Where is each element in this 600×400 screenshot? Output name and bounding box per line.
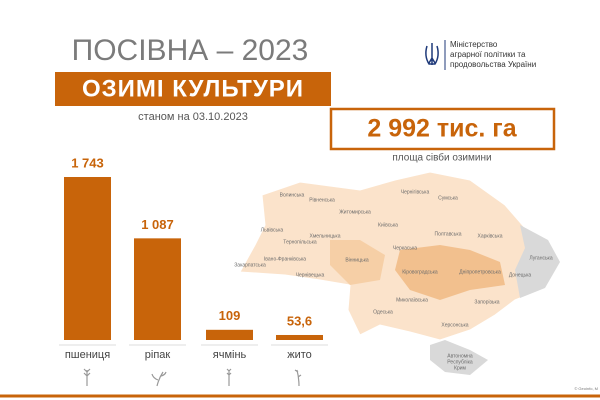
- region-label: Рівненська: [309, 197, 335, 203]
- ministry-line: аграрної політики та: [450, 50, 526, 59]
- category-label: ячмінь: [213, 349, 247, 361]
- date-note: станом на 03.10.2023: [138, 111, 248, 123]
- bar: [206, 329, 253, 340]
- region-label: Тернопільська: [283, 239, 317, 245]
- region-label: Луганська: [529, 255, 552, 261]
- map: [239, 171, 561, 375]
- region-label: Закарпатська: [234, 262, 266, 268]
- region-label: Кіровоградська: [402, 269, 438, 275]
- bar: [134, 238, 181, 340]
- region-label: Полтавська: [435, 231, 462, 237]
- value-label: 53,6: [287, 313, 312, 328]
- region-label: Київська: [378, 222, 398, 228]
- region-label: Дніпропетровська: [459, 269, 501, 275]
- region-label: Хмельницька: [309, 233, 340, 239]
- region-label: Івано-Франківська: [264, 256, 306, 262]
- category-label: пшениця: [65, 349, 110, 361]
- category-label: жито: [287, 349, 312, 361]
- title: ПОСІВНА – 2023: [72, 34, 309, 67]
- ministry-line: Міністерство: [450, 40, 498, 49]
- bar: [276, 334, 323, 340]
- subtitle: ОЗИМІ КУЛЬТУРИ: [82, 75, 304, 102]
- total-box: [329, 107, 556, 151]
- region-label: Одеська: [373, 309, 393, 315]
- bar: [64, 177, 111, 340]
- total: 2 992 тис. га: [367, 115, 517, 143]
- region-label: Чернігівська: [401, 189, 430, 195]
- category-label: ріпак: [145, 349, 171, 361]
- region-label: Херсонська: [441, 322, 468, 328]
- region-label: Запорізька: [474, 299, 499, 305]
- region-label: Автономна: [447, 353, 473, 359]
- total-note: площа сівби озимини: [392, 152, 491, 164]
- ministry-line: продовольства України: [450, 60, 536, 69]
- region-label: Волинська: [280, 192, 305, 198]
- region-label: Черкаська: [393, 245, 417, 251]
- value-label: 1 743: [71, 155, 104, 170]
- region-label: Вінницька: [345, 257, 369, 263]
- credit: © Geoinfo, M: [574, 386, 598, 391]
- region-label: Чернівецька: [296, 272, 325, 278]
- region-label: Республіка: [447, 359, 473, 365]
- region-label: Житомирська: [339, 209, 371, 215]
- region-label: Крим: [454, 365, 466, 371]
- region-label: Миколаївська: [396, 297, 428, 303]
- crop-icons: [83, 368, 302, 387]
- region-label: Сумська: [438, 195, 458, 201]
- emblem: [425, 43, 439, 65]
- region-label: Харківська: [478, 233, 503, 239]
- region-label: Донецька: [509, 272, 532, 278]
- value-label: 109: [219, 308, 241, 323]
- region-label: Львівська: [261, 227, 284, 233]
- banner: [55, 72, 331, 106]
- value-label: 1 087: [141, 217, 174, 232]
